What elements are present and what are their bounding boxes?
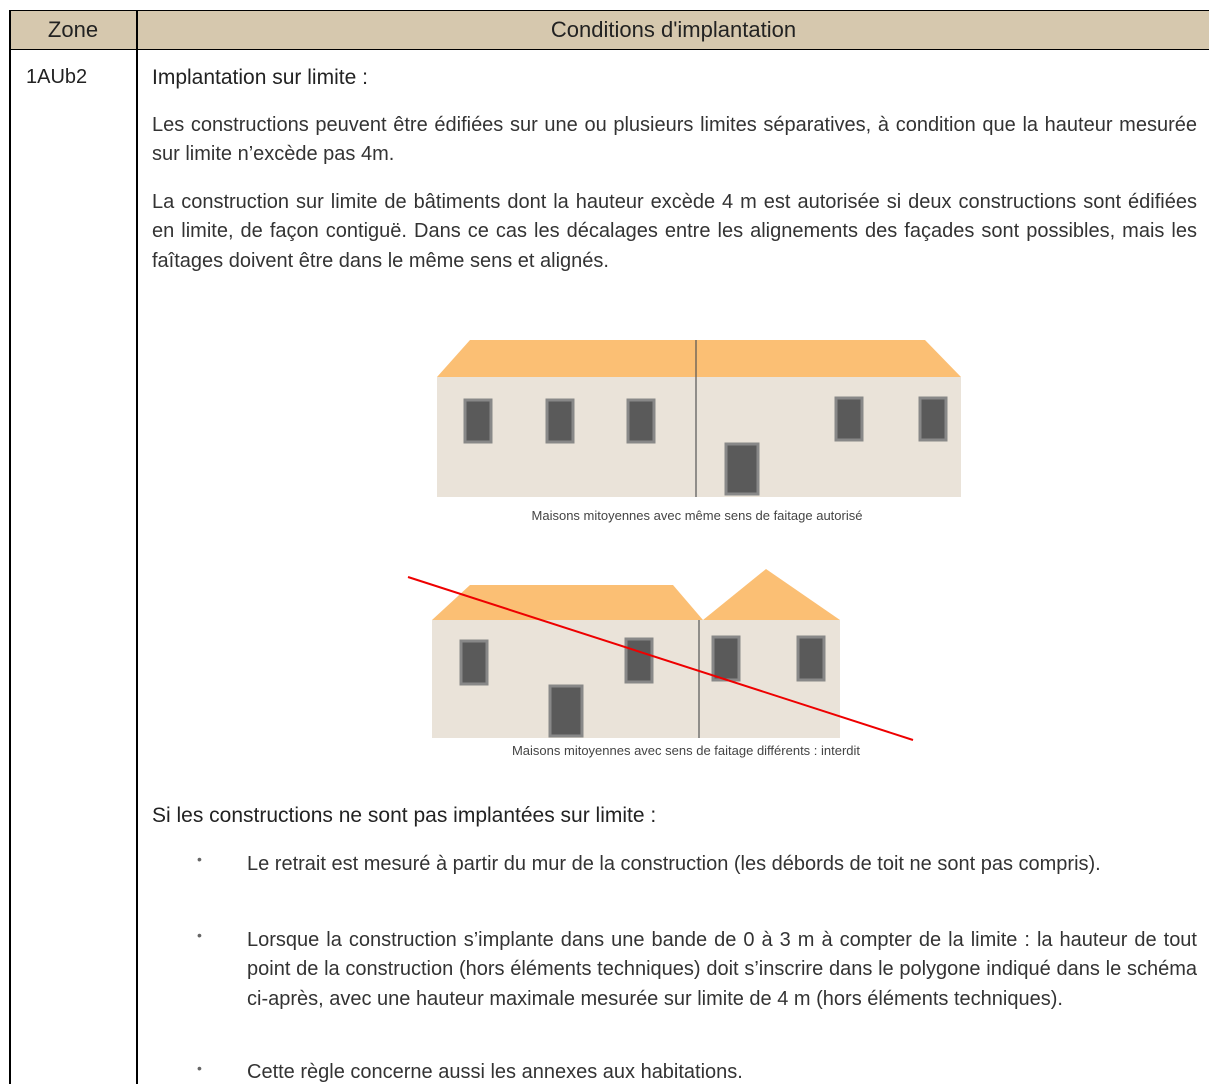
bullet-dot: •: [197, 851, 202, 867]
header-zone: Zone: [10, 10, 136, 50]
figure-caption: Maisons mitoyennes avec même sens de fai…: [531, 508, 863, 523]
bullet: Lorsque la construction s’implante dans …: [247, 929, 1197, 1010]
header-conditions: Conditions d'implantation: [138, 10, 1209, 50]
paragraph: La construction sur limite de bâtiments …: [152, 191, 1197, 272]
paragraph: Les constructions peuvent être édifiées …: [152, 114, 1197, 166]
figure-forbidden: [407, 569, 914, 741]
bullet: Cette règle concerne aussi les annexes a…: [247, 1061, 743, 1083]
border-middle: [136, 10, 138, 1084]
figure-allowed: [437, 340, 961, 497]
bullet-dot: •: [197, 927, 202, 943]
border-left: [9, 10, 11, 1084]
bullet-dot: •: [197, 1060, 202, 1076]
heading: Si les constructions ne sont pas implant…: [152, 804, 657, 827]
illustrations: [407, 340, 961, 741]
figure-caption: Maisons mitoyennes avec sens de faitage …: [511, 743, 861, 758]
heading: Implantation sur limite :: [152, 66, 368, 89]
zone-cell: 1AUb2: [26, 66, 88, 88]
bullet: Le retrait est mesuré à partir du mur de…: [247, 853, 1101, 875]
